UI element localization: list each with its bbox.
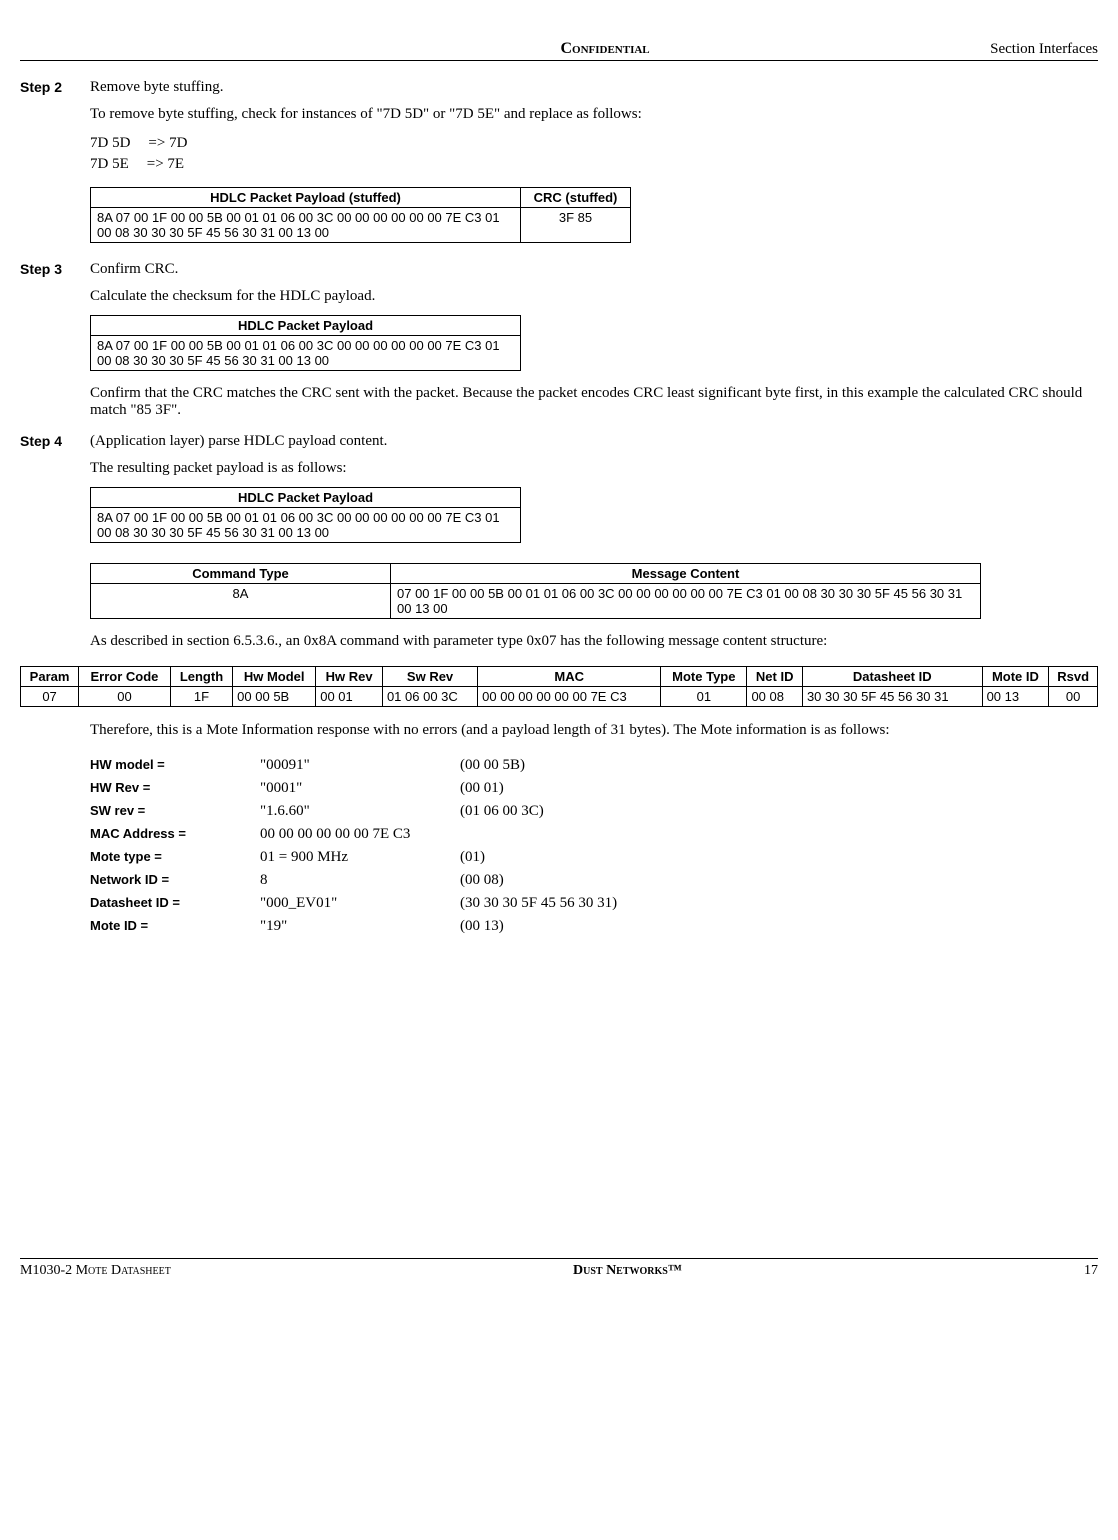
step-2: Step 2 Remove byte stuffing. To remove b… [20, 79, 1098, 257]
param-table: Param Error Code Length Hw Model Hw Rev … [20, 666, 1098, 707]
step-2-title: Remove byte stuffing. [90, 79, 1098, 96]
page-footer: M1030-2 Mote Datasheet Dust Networks™ 17 [20, 1258, 1098, 1279]
footer-left: M1030-2 Mote Datasheet [20, 1263, 171, 1279]
step-4-desc3: Therefore, this is a Mote Information re… [90, 722, 1098, 739]
step-4-label: Step 4 [20, 433, 90, 660]
step-2-desc: To remove byte stuffing, check for insta… [90, 106, 1098, 123]
step-3-desc1: Calculate the checksum for the HDLC payl… [90, 288, 1098, 305]
payload-table-2: HDLC Packet Payload 8A 07 00 1F 00 00 5B… [90, 487, 521, 543]
confidential-label: Confidential [220, 40, 990, 58]
step-3-title: Confirm CRC. [90, 261, 1098, 278]
step-3-label: Step 3 [20, 261, 90, 429]
mote-info-table: HW model ="00091"(00 00 5B) HW Rev ="000… [90, 754, 625, 938]
step-3-desc2: Confirm that the CRC matches the CRC sen… [90, 385, 1098, 419]
stuffed-table: HDLC Packet Payload (stuffed) CRC (stuff… [90, 187, 631, 243]
byte-map: 7D 5D=> 7D 7D 5E=> 7E [90, 133, 1098, 175]
payload-table-1: HDLC Packet Payload 8A 07 00 1F 00 00 5B… [90, 315, 521, 371]
step-3: Step 3 Confirm CRC. Calculate the checks… [20, 261, 1098, 429]
step-4-desc2: As described in section 6.5.3.6., an 0x8… [90, 633, 1098, 650]
section-label: Section Interfaces [990, 41, 1098, 58]
command-table: Command Type Message Content 8A 07 00 1F… [90, 563, 981, 619]
footer-mid: Dust Networks™ [573, 1263, 682, 1279]
page-header: Confidential Section Interfaces [20, 40, 1098, 61]
step-4-desc1: The resulting packet payload is as follo… [90, 460, 1098, 477]
footer-page: 17 [1084, 1263, 1098, 1279]
step-2-label: Step 2 [20, 79, 90, 257]
step-4-title: (Application layer) parse HDLC payload c… [90, 433, 1098, 450]
step-4: Step 4 (Application layer) parse HDLC pa… [20, 433, 1098, 660]
